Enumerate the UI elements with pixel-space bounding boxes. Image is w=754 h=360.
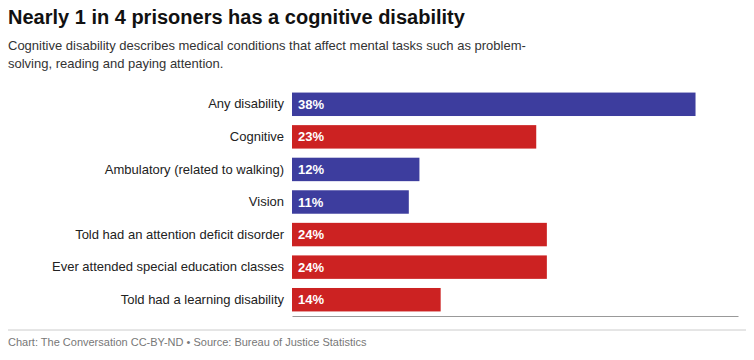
data-label: 12% bbox=[298, 162, 324, 177]
footer: Chart: The Conversation CC-BY-ND • Sourc… bbox=[8, 336, 367, 348]
y-tick: Cognitive bbox=[230, 129, 284, 144]
y-tick-label: Told had a learning disability bbox=[121, 292, 285, 307]
data-label: 11% bbox=[298, 195, 324, 210]
title: Nearly 1 in 4 prisoners has a cognitive … bbox=[8, 6, 466, 28]
y-tick-label: Ever attended special education classes bbox=[52, 259, 284, 274]
bar bbox=[292, 125, 536, 148]
data-label: 14% bbox=[298, 292, 324, 307]
x-axis bbox=[293, 316, 739, 317]
y-tick: Told had a learning disability bbox=[121, 292, 285, 307]
y-tick-label: Ambulatory (related to walking) bbox=[105, 162, 284, 177]
bar bbox=[292, 93, 696, 116]
x-axis-line bbox=[293, 316, 739, 317]
data-labels: 38% 23% 12% 11% 24% 24% 14% bbox=[298, 97, 324, 307]
subtitle: Cognitive disability describes medical c… bbox=[8, 38, 526, 71]
y-axis: Any disability Cognitive Ambulatory (relat… bbox=[52, 96, 285, 306]
bar bbox=[292, 158, 419, 181]
data-label: 24% bbox=[298, 260, 324, 275]
y-tick-label: Vision bbox=[249, 194, 284, 209]
data-label: 38% bbox=[298, 97, 324, 112]
y-tick-label: Cognitive bbox=[230, 129, 284, 144]
data-label: 23% bbox=[298, 129, 324, 144]
bars bbox=[292, 93, 696, 312]
chart-root: Nearly 1 in 4 prisoners has a cognitive … bbox=[0, 0, 754, 360]
data-label: 24% bbox=[298, 227, 324, 242]
bar bbox=[292, 190, 409, 213]
y-tick-label: Told had an attention deficit disorder bbox=[75, 227, 285, 242]
bar bbox=[292, 255, 547, 278]
footer-separator bbox=[8, 330, 746, 331]
y-tick-label: Any disability bbox=[208, 96, 284, 111]
y-tick: Ambulatory (related to walking) bbox=[105, 162, 284, 177]
bar bbox=[292, 223, 547, 246]
plot: 38% 23% 12% 11% 24% 24% 14% Any disability Cogni… bbox=[52, 93, 738, 317]
y-tick: Told had an attention deficit disorder bbox=[75, 227, 285, 242]
y-tick: Ever attended special education classes bbox=[52, 259, 284, 274]
y-tick: Vision bbox=[249, 194, 284, 209]
y-tick: Any disability bbox=[208, 96, 284, 111]
bar bbox=[292, 288, 441, 311]
